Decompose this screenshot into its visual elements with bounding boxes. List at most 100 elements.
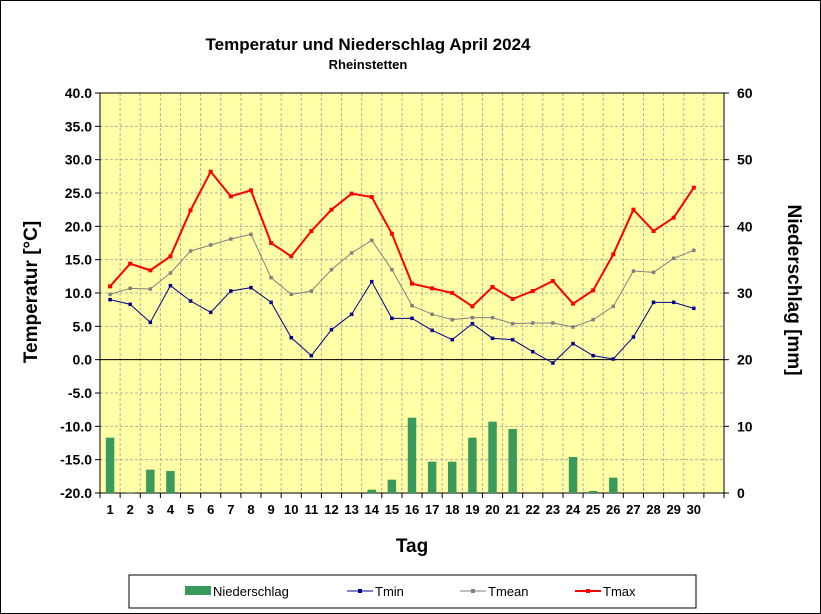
precipitation-bar [427, 461, 437, 493]
chart-subtitle: Rheinstetten [329, 57, 408, 72]
point-tmax [168, 254, 173, 259]
point-tmin [108, 297, 112, 302]
point-tmin [349, 312, 354, 317]
point-tmean [289, 292, 293, 297]
precipitation-bar [508, 429, 517, 493]
point-tmax [108, 284, 113, 289]
point-tmax [510, 297, 515, 301]
point-tmin [450, 337, 455, 342]
x-tick-label: 24 [566, 502, 581, 517]
legend-label-tmax: Tmax [603, 584, 636, 599]
point-tmin [229, 289, 233, 293]
x-tick-label: 22 [526, 502, 540, 517]
point-tmin [571, 341, 575, 346]
x-tick-label: 1 [106, 502, 113, 517]
x-tick-label: 4 [167, 502, 175, 517]
legend-label-tmin: Tmin [375, 584, 404, 599]
y-tick-label: 15.0 [65, 252, 92, 268]
y-tick-label: -5.0 [68, 385, 92, 401]
series-line-tmin [109, 280, 694, 364]
x-tick-label: 21 [505, 502, 519, 517]
point-tmax [490, 285, 495, 289]
x-tick-label: 12 [324, 502, 338, 517]
x-tick-label: 18 [445, 502, 459, 517]
point-tmean [309, 289, 314, 293]
y2-axis-title: Niederschlag [mm] [783, 204, 804, 375]
point-tmax [309, 229, 314, 233]
y2-tick-label: 50 [737, 152, 753, 168]
point-tmin [631, 335, 636, 339]
point-tmax [651, 229, 656, 233]
point-tmin [410, 316, 414, 321]
point-tmax [591, 288, 596, 293]
y-tick-label: 35.0 [65, 118, 92, 134]
point-tmin [692, 306, 696, 311]
point-tmax [369, 195, 374, 199]
point-tmax [188, 208, 193, 213]
point-tmean [410, 303, 414, 308]
point-tmean [128, 286, 132, 291]
point-tmin [289, 335, 293, 340]
precipitation-bar [407, 417, 417, 493]
point-tmin [591, 353, 595, 358]
y-tick-label: 25.0 [65, 185, 92, 201]
point-tmean [510, 321, 515, 326]
x-tick-label: 20 [485, 502, 499, 517]
point-tmean [369, 238, 374, 243]
point-tmax [410, 281, 414, 286]
legend-label-niederschlag: Niederschlag [213, 584, 289, 599]
x-tick-label: 30 [687, 502, 701, 517]
x-tick-label: 8 [247, 502, 254, 517]
point-tmin [168, 283, 173, 288]
point-tmax [389, 231, 394, 236]
point-tmean [188, 249, 193, 253]
x-tick-label: 11 [304, 502, 318, 517]
point-tmean [208, 243, 213, 247]
point-tmax [530, 289, 535, 293]
y-tick-label: 5.0 [73, 318, 93, 334]
point-tmin [208, 310, 213, 315]
point-tmean [450, 317, 455, 322]
legend-box [128, 574, 697, 609]
precipitation-bar [609, 477, 618, 493]
x-tick-label: 16 [405, 502, 419, 517]
y-tick-label: 40.0 [65, 85, 92, 101]
x-tick-label: 26 [606, 502, 620, 517]
point-tmax [611, 252, 616, 257]
y-tick-label: -10.0 [60, 418, 92, 434]
y2-tick-label: 0 [737, 485, 745, 501]
point-tmax [430, 286, 435, 291]
series-line-tmean [109, 233, 694, 328]
x-tick-label: 6 [207, 502, 214, 517]
point-tmin [148, 320, 153, 325]
point-tmax [550, 279, 555, 283]
point-tmax [450, 291, 455, 295]
precipitation-bar [146, 469, 155, 493]
point-tmean [168, 271, 173, 275]
point-tmin [430, 328, 434, 333]
legend-label-tmean: Tmean [488, 584, 528, 599]
precipitation-bar [448, 461, 457, 493]
precipitation-bar [166, 471, 175, 493]
point-tmin [510, 337, 515, 342]
point-tmean [591, 317, 595, 322]
x-tick-label: 10 [284, 502, 298, 517]
y-axis-title: Temperatur [°C] [21, 221, 42, 363]
x-tick-label: 9 [267, 502, 274, 517]
point-tmin [551, 361, 555, 365]
point-tmin [470, 321, 475, 326]
precipitation-bar [568, 457, 578, 493]
series-line-tmax [109, 169, 695, 308]
point-tmean [571, 325, 575, 329]
point-tmean [148, 287, 153, 291]
precipitation-bar [125, 492, 135, 493]
point-tmean [229, 237, 233, 241]
point-tmin [390, 316, 394, 321]
x-tick-label: 23 [546, 502, 560, 517]
point-tmax [148, 268, 153, 273]
x-tick-label: 15 [385, 502, 399, 517]
y2-tick-label: 10 [737, 418, 753, 434]
point-tmin [309, 353, 314, 358]
point-tmean [551, 321, 555, 325]
precipitation-bar [367, 489, 376, 493]
